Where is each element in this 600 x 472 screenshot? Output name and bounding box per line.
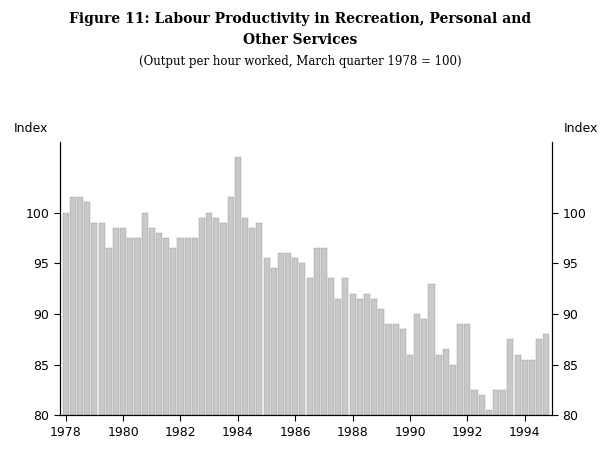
Bar: [472, 390, 478, 415]
Bar: [328, 278, 334, 415]
Bar: [156, 233, 162, 415]
Bar: [515, 354, 521, 415]
Bar: [91, 223, 97, 415]
Bar: [421, 319, 427, 415]
Bar: [407, 354, 413, 415]
Bar: [479, 395, 485, 415]
Bar: [350, 294, 356, 415]
Bar: [508, 339, 514, 415]
Bar: [486, 410, 492, 415]
Bar: [321, 248, 327, 415]
Bar: [357, 299, 363, 415]
Bar: [464, 324, 470, 415]
Bar: [192, 238, 198, 415]
Bar: [299, 263, 305, 415]
Bar: [378, 309, 385, 415]
Bar: [343, 278, 349, 415]
Bar: [428, 284, 434, 415]
Bar: [178, 238, 184, 415]
Bar: [385, 324, 392, 415]
Bar: [285, 253, 291, 415]
Bar: [335, 299, 341, 415]
Bar: [106, 248, 112, 415]
Bar: [263, 258, 269, 415]
Bar: [170, 248, 176, 415]
Bar: [536, 339, 542, 415]
Bar: [443, 349, 449, 415]
Text: (Output per hour worked, March quarter 1978 = 100): (Output per hour worked, March quarter 1…: [139, 55, 461, 68]
Text: Figure 11: Labour Productivity in Recreation, Personal and: Figure 11: Labour Productivity in Recrea…: [69, 12, 531, 26]
Bar: [149, 228, 155, 415]
Bar: [227, 197, 234, 415]
Bar: [371, 299, 377, 415]
Bar: [529, 360, 535, 415]
Bar: [278, 253, 284, 415]
Bar: [220, 223, 227, 415]
Bar: [70, 197, 76, 415]
Bar: [120, 228, 126, 415]
Bar: [292, 258, 298, 415]
Text: Other Services: Other Services: [243, 33, 357, 47]
Bar: [414, 314, 420, 415]
Bar: [364, 294, 370, 415]
Bar: [163, 238, 169, 415]
Text: Index: Index: [564, 121, 598, 135]
Bar: [521, 360, 528, 415]
Bar: [206, 212, 212, 415]
Bar: [62, 212, 69, 415]
Bar: [134, 238, 140, 415]
Bar: [543, 334, 550, 415]
Bar: [77, 197, 83, 415]
Bar: [271, 269, 277, 415]
Bar: [242, 218, 248, 415]
Bar: [256, 223, 262, 415]
Text: Index: Index: [14, 121, 48, 135]
Bar: [314, 248, 320, 415]
Bar: [98, 223, 104, 415]
Bar: [127, 238, 133, 415]
Bar: [436, 354, 442, 415]
Bar: [307, 278, 313, 415]
Bar: [235, 157, 241, 415]
Bar: [450, 365, 456, 415]
Bar: [457, 324, 463, 415]
Bar: [84, 202, 91, 415]
Bar: [214, 218, 220, 415]
Bar: [493, 390, 499, 415]
Bar: [392, 324, 398, 415]
Bar: [249, 228, 255, 415]
Bar: [185, 238, 191, 415]
Bar: [400, 329, 406, 415]
Bar: [500, 390, 506, 415]
Bar: [199, 218, 205, 415]
Bar: [113, 228, 119, 415]
Bar: [142, 212, 148, 415]
